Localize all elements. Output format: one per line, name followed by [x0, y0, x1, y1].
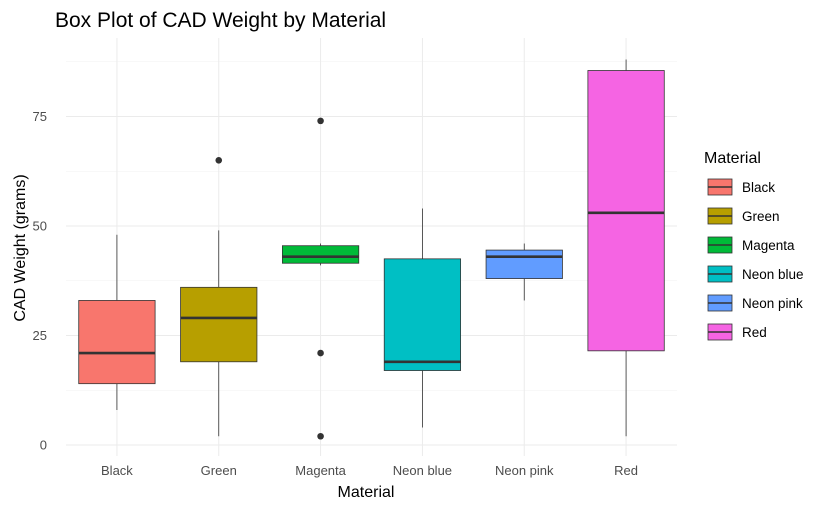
x-tick-label: Green [201, 463, 237, 478]
outlier-point [317, 432, 324, 440]
legend-label: Neon blue [742, 267, 804, 282]
y-axis-title: CAD Weight (grams) [12, 174, 29, 321]
x-tick-label: Neon pink [495, 463, 554, 478]
legend-key-neon-pink: Neon pink [707, 294, 803, 312]
x-axis-ticks: Black Green Magenta Neon blue Neon pink Red [101, 463, 638, 478]
box-neon-blue [383, 208, 462, 428]
grid-lines [66, 38, 677, 456]
legend-key-neon-blue: Neon blue [707, 265, 804, 283]
box-iqr [180, 286, 258, 363]
y-tick-label: 0 [40, 438, 47, 453]
x-axis-title: Material [338, 484, 395, 501]
box-red [587, 59, 665, 437]
box-black [78, 234, 156, 410]
legend-label: Neon pink [742, 296, 803, 311]
y-tick-label: 50 [33, 219, 47, 234]
x-tick-label: Neon blue [393, 463, 452, 478]
box-neon-pink [485, 243, 563, 301]
box-iqr [587, 70, 665, 352]
outlier-point [215, 157, 223, 164]
legend-label: Red [742, 325, 767, 340]
y-tick-label: 25 [33, 328, 47, 343]
box-iqr [281, 245, 360, 264]
outlier-point [317, 349, 324, 357]
legend-key-magenta: Magenta [707, 236, 795, 254]
box-iqr [78, 300, 156, 385]
box-green [180, 157, 258, 437]
legend-key-red: Red [707, 323, 767, 341]
outlier-point [317, 117, 324, 125]
y-tick-label: 75 [33, 109, 47, 124]
y-axis-ticks: 0 25 50 75 [33, 109, 47, 453]
box-magenta [281, 117, 360, 440]
x-tick-label: Black [101, 463, 133, 478]
legend: Material Black Green Magenta Neon blue Neon … [704, 150, 804, 341]
x-tick-label: Magenta [295, 463, 346, 478]
legend-key-green: Green [707, 207, 780, 225]
legend-title: Material [704, 150, 761, 167]
box-iqr [485, 249, 563, 279]
legend-label: Magenta [742, 238, 795, 253]
legend-key-black: Black [707, 178, 775, 196]
box-series [78, 59, 665, 440]
legend-label: Black [742, 180, 775, 195]
x-tick-label: Red [614, 463, 638, 478]
chart-title: Box Plot of CAD Weight by Material [55, 9, 386, 32]
box-iqr [383, 258, 462, 371]
legend-label: Green [742, 209, 780, 224]
